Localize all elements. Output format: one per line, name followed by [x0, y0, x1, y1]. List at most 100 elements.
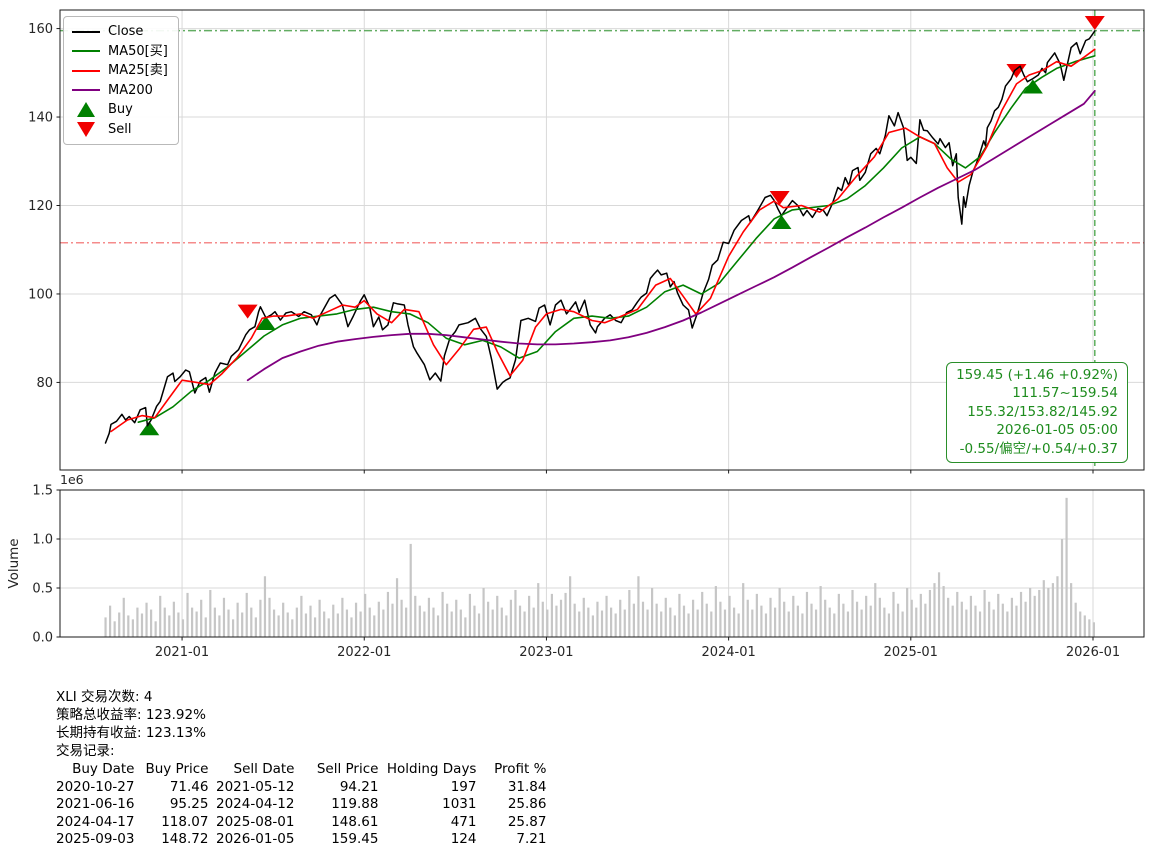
volume-bar: [846, 611, 850, 637]
volume-bar: [600, 610, 604, 637]
buy-marker: [1022, 79, 1043, 94]
series-line-2: [110, 48, 1096, 433]
trade-cell: 148.61: [331, 813, 379, 830]
legend-item-sell: Sell: [72, 120, 168, 140]
volume-bar: [145, 602, 148, 637]
volume-bar: [651, 588, 654, 637]
volume-bar: [896, 603, 900, 637]
volume-bar: [691, 599, 695, 637]
volume-bar: [901, 611, 904, 637]
volume-bar: [509, 599, 513, 637]
sell-marker: [1084, 16, 1105, 31]
volume-bar: [500, 607, 503, 637]
volume-bar: [942, 586, 945, 637]
volume-bar: [605, 595, 608, 637]
price-ytick-label: 100: [28, 287, 53, 302]
volume-bar: [1065, 497, 1068, 637]
volume-bar: [1006, 611, 1009, 637]
volume-bar: [660, 611, 663, 637]
volume-bar: [122, 597, 125, 637]
volume-bar: [136, 607, 139, 637]
volume-bar: [892, 591, 895, 637]
volume-bar: [514, 589, 517, 637]
volume-bar: [992, 609, 995, 637]
volume-bar: [587, 607, 590, 637]
volume-bar: [350, 617, 353, 637]
volume-bar: [364, 593, 367, 637]
volume-bar: [1088, 619, 1091, 637]
price-ytick-label: 80: [36, 376, 53, 391]
volume-bar: [773, 607, 777, 637]
volume-bar: [760, 605, 763, 637]
volume-bar: [910, 599, 913, 637]
trade-cell: 25.86: [507, 796, 547, 812]
trade-row: 2021-06-16 95.25 2024-04-12 119.88 1031 25.86: [56, 796, 546, 814]
trade-table: Buy Date Buy Price Sell Date Sell Price Hold…: [56, 761, 546, 849]
volume-bar: [332, 604, 335, 637]
trade-col-header: Buy Price: [145, 761, 209, 777]
volume-bar: [732, 607, 736, 637]
volume-bar: [300, 595, 303, 637]
volume-bar: [737, 613, 740, 637]
legend-item-close: Close: [72, 22, 168, 42]
trade-cell: 2021-06-16: [56, 796, 135, 812]
volume-bar: [186, 592, 189, 637]
volume-ytick-label: 1.0: [32, 533, 53, 548]
annotation-datetime-line: 2026-01-05 05:00: [996, 422, 1118, 439]
quote-annotation-box: 159.45 (+1.46 +0.92%) 111.57~159.54 155.…: [946, 362, 1128, 464]
volume-bar: [272, 609, 276, 637]
volume-bar: [345, 609, 349, 637]
volume-bar: [751, 609, 754, 637]
volume-bar: [1010, 597, 1014, 637]
volume-bar: [778, 588, 781, 637]
volume-bar: [623, 609, 626, 637]
volume-bar: [436, 615, 440, 637]
volume-bar: [1019, 591, 1023, 637]
volume-bar: [423, 611, 426, 637]
volume-bar: [523, 611, 526, 637]
legend-label: Sell: [108, 121, 132, 137]
volume-bar: [837, 593, 840, 637]
volume-bar: [919, 593, 922, 637]
legend-item-ma25: MA25[卖]: [72, 61, 168, 81]
volume-bar: [550, 593, 553, 637]
volume-bar: [842, 603, 845, 637]
volume-bar: [181, 619, 185, 637]
buy-marker: [255, 315, 276, 330]
volume-bar: [172, 601, 175, 637]
volume-bar: [728, 595, 731, 637]
volume-bar: [268, 597, 271, 637]
volume-bar: [395, 578, 399, 637]
volume-bar: [295, 607, 298, 637]
volume-bar: [537, 583, 540, 637]
volume-bar: [682, 605, 686, 637]
volume-bar: [1029, 588, 1032, 637]
date-tick-label: 2022-01: [337, 645, 391, 660]
volume-bar: [578, 611, 581, 637]
volume-bar: [400, 599, 403, 637]
volume-bar: [405, 607, 408, 637]
volume-bar: [988, 601, 991, 637]
buy-marker: [139, 421, 160, 436]
volume-bar: [487, 601, 490, 637]
volume-bar: [705, 603, 708, 637]
trade-count-line: XLI 交易次数: 4: [56, 689, 153, 705]
volume-bar: [610, 607, 613, 637]
volume-bar: [168, 615, 171, 637]
volume-offset-label: 1e6: [60, 472, 84, 487]
volume-bar: [459, 609, 462, 637]
volume-bar: [947, 597, 950, 637]
volume-bar: [491, 609, 494, 637]
volume-bar: [746, 599, 749, 637]
volume-bar: [1079, 611, 1082, 637]
volume-bar: [956, 591, 959, 637]
volume-bar: [678, 593, 681, 637]
volume-bar: [254, 617, 257, 637]
volume-bar: [928, 589, 932, 637]
volume-bar: [359, 611, 362, 637]
volume-bar: [528, 595, 531, 637]
volume-bar: [309, 605, 312, 637]
volume-bar: [559, 599, 563, 637]
volume-bar: [190, 607, 194, 637]
volume-bar: [851, 589, 854, 637]
